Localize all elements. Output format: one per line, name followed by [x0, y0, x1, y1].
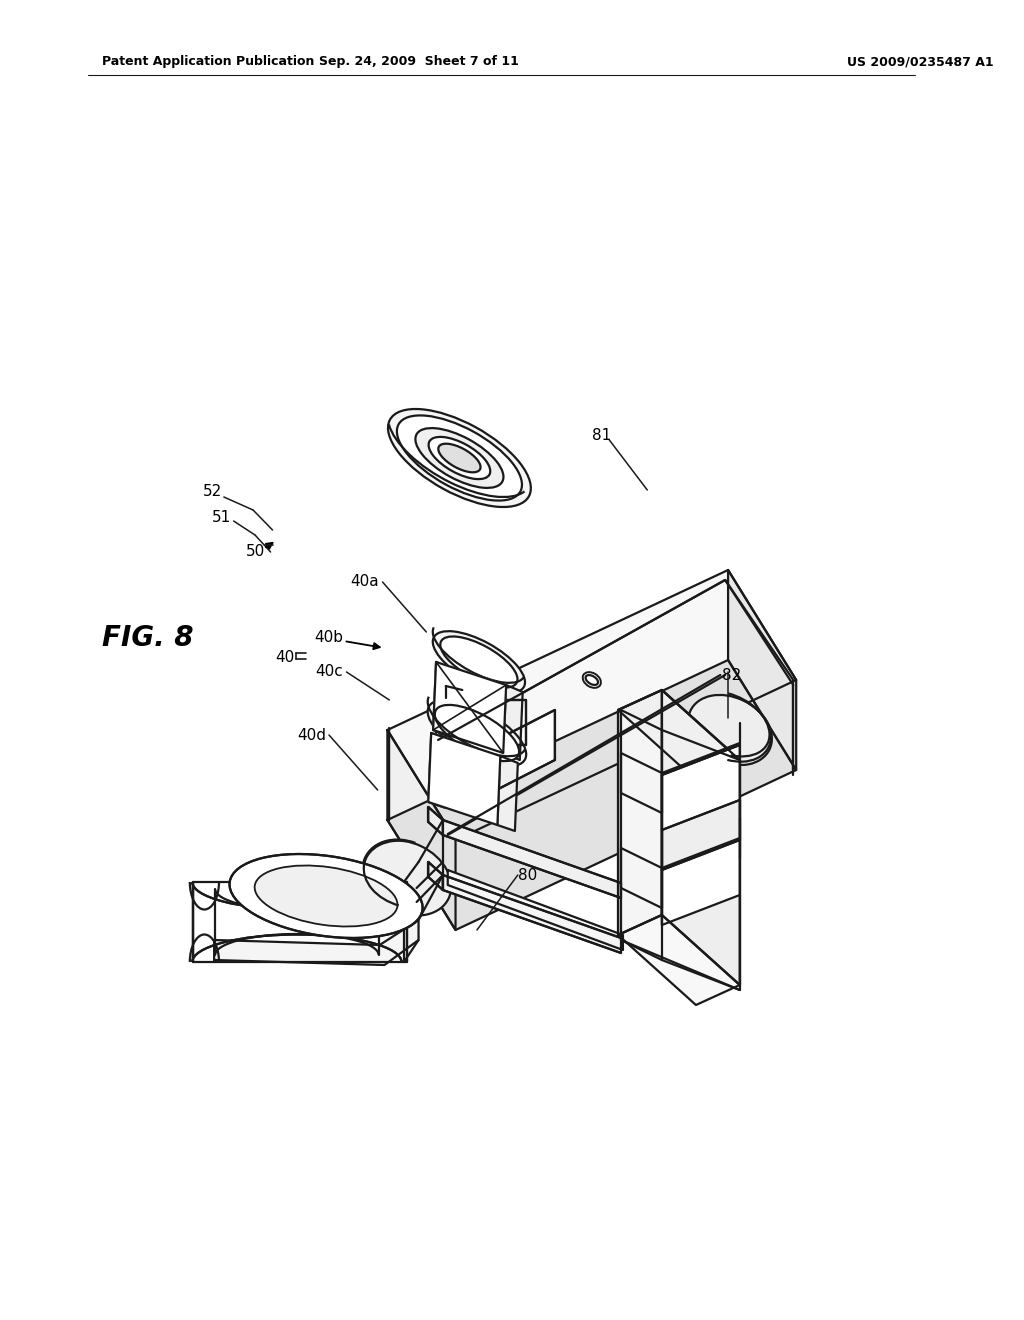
Polygon shape — [443, 875, 621, 953]
Polygon shape — [428, 733, 501, 825]
Text: 82: 82 — [722, 668, 741, 682]
Text: 81: 81 — [592, 428, 611, 442]
Polygon shape — [428, 807, 443, 836]
Polygon shape — [662, 744, 739, 830]
Ellipse shape — [440, 636, 517, 688]
Polygon shape — [433, 663, 506, 752]
Polygon shape — [662, 840, 739, 925]
Text: 51: 51 — [212, 511, 231, 525]
Polygon shape — [433, 663, 453, 737]
Polygon shape — [498, 756, 518, 832]
Polygon shape — [387, 730, 456, 931]
Ellipse shape — [416, 428, 504, 488]
Polygon shape — [428, 733, 449, 808]
Polygon shape — [618, 690, 739, 780]
Text: 40b: 40b — [314, 631, 343, 645]
Ellipse shape — [688, 694, 772, 766]
Polygon shape — [387, 660, 797, 931]
Ellipse shape — [362, 841, 452, 916]
Text: 80: 80 — [518, 867, 538, 883]
Polygon shape — [193, 882, 407, 962]
Ellipse shape — [433, 631, 525, 693]
Ellipse shape — [255, 866, 397, 927]
Text: US 2009/0235487 A1: US 2009/0235487 A1 — [847, 55, 993, 69]
Ellipse shape — [397, 416, 522, 500]
Polygon shape — [436, 700, 525, 744]
Text: 40c: 40c — [315, 664, 343, 680]
Ellipse shape — [428, 700, 526, 766]
Polygon shape — [443, 820, 621, 898]
Ellipse shape — [229, 854, 423, 939]
Polygon shape — [486, 710, 555, 795]
Ellipse shape — [438, 444, 480, 473]
Polygon shape — [503, 685, 522, 760]
Text: 52: 52 — [203, 484, 222, 499]
Text: FIG. 8: FIG. 8 — [102, 624, 194, 652]
Ellipse shape — [435, 705, 519, 762]
Polygon shape — [618, 915, 739, 1005]
Ellipse shape — [583, 672, 601, 688]
Polygon shape — [728, 570, 797, 770]
Polygon shape — [662, 690, 739, 985]
Text: 50: 50 — [246, 544, 264, 560]
Ellipse shape — [388, 409, 530, 507]
Polygon shape — [387, 570, 797, 840]
Text: Sep. 24, 2009  Sheet 7 of 11: Sep. 24, 2009 Sheet 7 of 11 — [318, 55, 518, 69]
Text: 40: 40 — [275, 651, 295, 665]
Text: Patent Application Publication: Patent Application Publication — [102, 55, 314, 69]
Polygon shape — [618, 690, 662, 935]
Polygon shape — [214, 920, 419, 965]
Text: 40a: 40a — [350, 574, 379, 590]
Ellipse shape — [429, 437, 490, 479]
Polygon shape — [428, 862, 443, 890]
Polygon shape — [447, 870, 623, 950]
Text: 40d: 40d — [297, 727, 326, 742]
